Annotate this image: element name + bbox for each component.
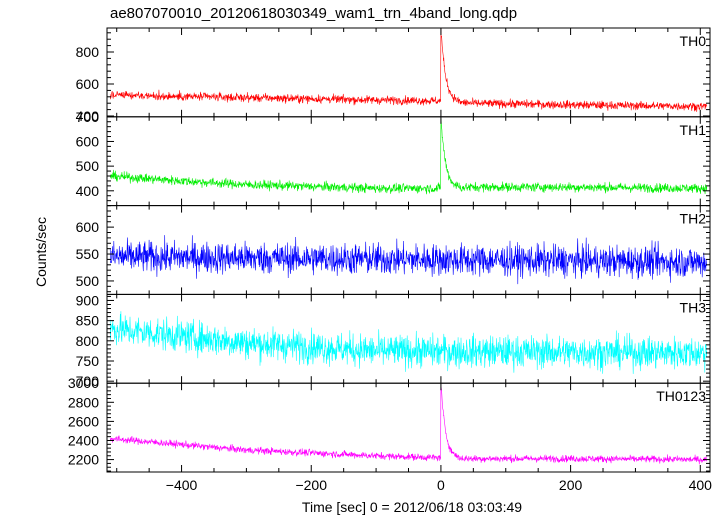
y-tick-label: 3000 (68, 375, 99, 391)
x-tick-label: 200 (559, 477, 583, 493)
panels-layer: 400 600 800 TH0 400 500 600 700 TH1 500 550 600 TH2 7… (68, 27, 711, 473)
panel-frame (106, 27, 711, 118)
series-line-th2 (109, 235, 708, 285)
y-tick-label: 800 (76, 44, 100, 60)
series-line-th1 (110, 118, 708, 195)
x-axis-label: Time [sec] 0 = 2012/06/18 03:03:49 (302, 499, 522, 515)
panel-label: TH1 (680, 122, 707, 138)
x-tick-label: 0 (437, 477, 445, 493)
panel-label: TH0 (680, 33, 707, 49)
panel-th0123: 2200 2400 2600 2800 3000 TH0123 (68, 375, 711, 473)
series-line-th3 (109, 311, 708, 374)
y-tick-label: 550 (76, 246, 100, 262)
y-tick-label: 400 (76, 183, 100, 199)
panel-th0: 400 600 800 TH0 (76, 27, 711, 124)
panel-frame (106, 116, 711, 207)
y-tick-label: 500 (76, 273, 100, 289)
y-tick-label: 2200 (68, 452, 99, 468)
panel-label: TH3 (680, 299, 707, 315)
series-line-th0123 (109, 386, 707, 465)
panel-th1: 400 500 600 700 TH1 (76, 109, 711, 207)
y-tick-label: 2600 (68, 413, 99, 429)
panel-label: TH0123 (656, 388, 706, 404)
y-tick-label: 600 (76, 219, 100, 235)
y-tick-label: 800 (76, 333, 100, 349)
x-tick-label: −200 (295, 477, 327, 493)
y-tick-label: 750 (76, 353, 100, 369)
y-tick-label: 700 (76, 109, 100, 125)
y-tick-label: 2800 (68, 394, 99, 410)
y-tick-label: 850 (76, 313, 100, 329)
y-tick-label: 600 (76, 133, 100, 149)
x-tick-label: −400 (166, 477, 198, 493)
y-tick-label: 600 (76, 76, 100, 92)
panel-th3: 700 750 800 850 900 TH3 (76, 292, 711, 389)
y-tick-label: 900 (76, 292, 100, 308)
panel-label: TH2 (680, 211, 707, 227)
panel-th2: 500 550 600 TH2 (76, 205, 711, 295)
y-tick-label: 700 (76, 373, 100, 389)
x-axis: −400 −200 0 200 400 (166, 477, 712, 493)
chart-title: ae807070010_20120618030349_wam1_trn_4ban… (110, 5, 517, 22)
series-line-th0 (109, 28, 708, 112)
y-tick-label: 400 (76, 108, 100, 124)
y-axis-label: Counts/sec (33, 217, 49, 287)
y-tick-label: 2400 (68, 432, 99, 448)
y-tick-label: 500 (76, 158, 100, 174)
x-tick-label: 400 (689, 477, 713, 493)
panel-frame (106, 293, 711, 384)
